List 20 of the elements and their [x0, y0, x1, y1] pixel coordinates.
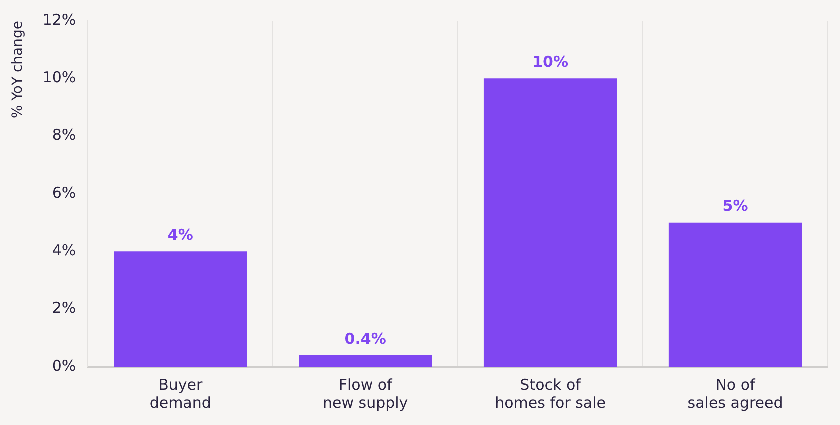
- data-label: 10%: [532, 53, 569, 72]
- y-tick-label: 12%: [42, 10, 76, 29]
- y-tick-label: 2%: [52, 299, 76, 318]
- bar: [484, 78, 618, 367]
- bar: [114, 252, 248, 367]
- y-tick-label: 8%: [52, 126, 76, 144]
- y-tick-label: 4%: [52, 242, 76, 260]
- data-label: 4%: [168, 226, 194, 244]
- data-label: 0.4%: [344, 330, 386, 348]
- x-tick-label: Flow of new supply: [322, 376, 408, 412]
- x-tick-label: No of sales agreed: [688, 376, 784, 412]
- y-tick-label: 10%: [42, 68, 76, 87]
- bar: [299, 355, 432, 367]
- y-axis-title: % YoY change: [10, 21, 26, 119]
- bar: [668, 222, 802, 367]
- x-tick-label: Stock of homes for sale: [495, 376, 606, 412]
- data-label: 5%: [722, 197, 748, 216]
- y-tick-label: 0%: [52, 356, 76, 375]
- y-tick-label: 6%: [52, 184, 76, 202]
- x-tick-label: Buyer demand: [150, 376, 212, 412]
